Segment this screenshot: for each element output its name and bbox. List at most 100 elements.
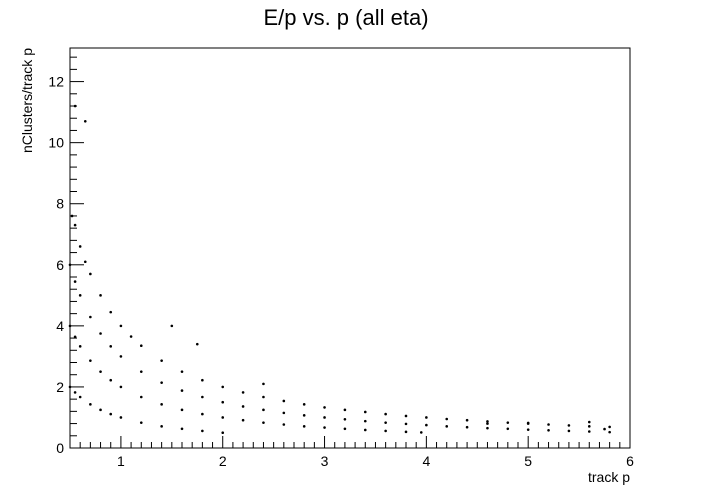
data-point — [78, 345, 82, 348]
data-point — [282, 399, 286, 403]
x-tick-label: 1 — [117, 453, 125, 469]
data-point — [83, 260, 87, 264]
data-point — [262, 395, 265, 399]
data-point — [547, 423, 550, 426]
data-point — [384, 421, 387, 424]
data-point — [73, 391, 77, 394]
data-point — [160, 425, 163, 428]
data-point — [419, 431, 423, 434]
data-point — [139, 395, 143, 399]
data-point — [567, 424, 571, 427]
data-point — [139, 344, 143, 348]
data-point — [302, 425, 306, 428]
data-point — [73, 335, 77, 339]
data-point — [221, 400, 225, 404]
data-point — [343, 417, 347, 421]
data-point — [608, 425, 611, 429]
data-point — [404, 414, 408, 418]
data-point — [343, 427, 347, 431]
data-point — [221, 416, 225, 419]
data-point — [201, 395, 204, 399]
data-point — [603, 427, 606, 431]
data-point — [89, 272, 92, 276]
y-axis: 0 2 4 6 8 10 12 — [48, 56, 84, 456]
data-point — [109, 412, 113, 416]
data-point — [89, 359, 92, 362]
scatter-points — [68, 104, 611, 435]
data-point — [180, 370, 184, 373]
data-point — [221, 431, 225, 435]
data-point — [119, 416, 123, 419]
data-point — [139, 370, 143, 373]
data-point — [119, 324, 123, 328]
data-point — [526, 421, 530, 425]
plot-frame — [69, 47, 631, 449]
data-point — [170, 324, 174, 328]
data-point — [465, 418, 469, 422]
data-point — [506, 421, 510, 424]
data-point — [445, 425, 449, 428]
data-point — [302, 403, 306, 406]
data-point — [323, 406, 326, 409]
data-point — [180, 389, 184, 392]
y-tick-label: 6 — [56, 257, 64, 273]
data-point — [89, 315, 92, 319]
x-tick-label: 4 — [422, 453, 430, 469]
y-tick-label: 4 — [56, 318, 64, 334]
data-point — [445, 417, 449, 421]
data-point — [160, 381, 163, 384]
x-axis-label: track p — [588, 469, 630, 485]
data-point — [567, 429, 571, 433]
data-point — [486, 422, 489, 425]
data-point — [68, 324, 72, 328]
data-point — [68, 385, 72, 389]
data-point — [221, 385, 225, 389]
data-point — [160, 359, 163, 362]
data-point — [89, 403, 92, 406]
data-point — [425, 423, 428, 427]
data-point — [73, 223, 77, 227]
data-point — [241, 418, 245, 422]
data-point — [129, 335, 133, 338]
data-point — [384, 429, 387, 433]
data-point — [608, 430, 611, 434]
y-tick-label: 12 — [48, 74, 64, 90]
data-point — [486, 420, 489, 423]
data-point — [241, 405, 245, 408]
data-point — [465, 425, 469, 429]
data-point — [323, 416, 326, 419]
x-tick-label: 6 — [626, 453, 634, 469]
data-point — [109, 310, 113, 314]
data-point — [323, 426, 326, 429]
data-point — [404, 430, 408, 434]
data-point — [343, 408, 347, 412]
data-point — [587, 420, 591, 424]
data-point — [99, 332, 102, 335]
data-point — [201, 412, 204, 416]
data-point — [262, 421, 265, 424]
data-point — [363, 428, 367, 432]
data-point — [180, 408, 184, 412]
y-tick-label: 2 — [56, 379, 64, 395]
data-point — [73, 104, 77, 108]
data-point — [486, 426, 489, 430]
data-point — [526, 428, 530, 431]
x-axis: 1 2 3 4 5 6 — [69, 436, 634, 469]
data-point — [139, 421, 143, 424]
x-tick-label: 2 — [219, 453, 227, 469]
data-point — [83, 119, 87, 123]
data-point — [302, 414, 306, 417]
data-point — [195, 342, 199, 346]
y-tick-label: 0 — [56, 440, 64, 456]
data-point — [241, 391, 245, 394]
data-point — [404, 422, 408, 426]
data-point — [70, 214, 74, 218]
x-tick-label: 5 — [524, 453, 532, 469]
data-point — [109, 345, 113, 348]
data-point — [78, 245, 82, 248]
data-point — [363, 419, 367, 423]
data-point — [78, 395, 82, 399]
data-point — [99, 294, 102, 297]
data-point — [282, 411, 286, 415]
